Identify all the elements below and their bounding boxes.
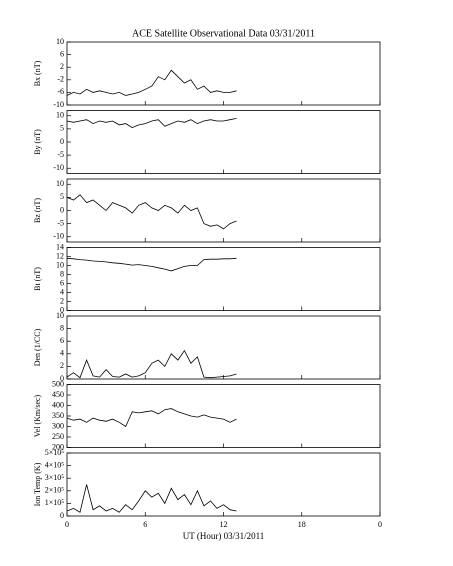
panel-frame	[66, 384, 381, 448]
x-axis-label: UT (Hour) 03/31/2011	[183, 531, 265, 541]
x-tick-label: 0	[65, 520, 69, 529]
y-tick-label: -2	[57, 75, 64, 84]
y-tick-label: 0	[60, 137, 64, 146]
panel-frame	[66, 41, 381, 106]
y-tick-label: -10	[53, 163, 64, 172]
data-line	[66, 257, 237, 272]
data-line	[66, 408, 237, 428]
x-tick-label: 18	[298, 520, 306, 529]
y-tick-label: 200	[52, 442, 64, 451]
x-tick-label: 6	[143, 520, 147, 529]
y-tick-label: 4	[60, 287, 64, 296]
y-tick-label: 10	[56, 111, 64, 120]
y-tick-label: 3×10⁵	[45, 473, 65, 482]
y-tick-label: 6	[60, 49, 64, 58]
y-tick-label: 5	[60, 192, 64, 201]
y-tick-label: 1×10⁵	[45, 498, 65, 507]
y-tick-label: 8	[60, 269, 64, 278]
y-axis-label: Ion Temp (K)	[33, 462, 42, 506]
data-line	[66, 194, 237, 230]
chart-title: ACE Satellite Observational Data 03/31/2…	[132, 28, 315, 39]
data-line	[66, 349, 237, 379]
panel-frame	[66, 178, 381, 243]
y-tick-label: 0	[60, 205, 64, 214]
x-tick-label: 12	[220, 520, 228, 529]
y-axis-label: Bx (nT)	[33, 60, 42, 86]
y-tick-label: 14	[56, 242, 64, 251]
y-tick-label: 4×10⁵	[45, 460, 65, 469]
y-tick-label: -5	[57, 218, 64, 227]
y-tick-label: -6	[57, 87, 64, 96]
y-tick-label: 4	[60, 349, 64, 358]
y-tick-label: 10	[56, 37, 64, 46]
y-tick-label: 0	[60, 374, 64, 383]
panel-frame	[66, 110, 381, 174]
y-tick-label: 10	[56, 260, 64, 269]
y-tick-label: 0	[60, 305, 64, 314]
y-tick-label: -5	[57, 150, 64, 159]
y-axis-label: Den (1/CC)	[33, 328, 42, 366]
y-tick-label: 10	[56, 311, 64, 320]
y-tick-label: 300	[52, 421, 64, 430]
data-line	[66, 69, 237, 96]
y-tick-label: 5	[60, 124, 64, 133]
y-tick-label: 2	[60, 62, 64, 71]
panel-frame	[66, 452, 381, 517]
y-tick-label: -10	[53, 100, 64, 109]
y-tick-label: 450	[52, 390, 64, 399]
y-axis-label: By (nT)	[33, 129, 42, 155]
y-axis-label: Bt (nT)	[33, 267, 42, 291]
y-tick-label: 250	[52, 432, 64, 441]
y-axis-label: Bz (nT)	[33, 198, 42, 223]
y-tick-label: 0	[60, 511, 64, 520]
data-line	[66, 118, 237, 129]
y-tick-label: 12	[56, 251, 64, 260]
y-tick-label: 2×10⁵	[45, 486, 65, 495]
y-tick-label: 6	[60, 336, 64, 345]
y-tick-label: 5×10⁵	[45, 448, 65, 457]
y-tick-label: 2	[60, 361, 64, 370]
panel-frame	[66, 247, 381, 311]
y-tick-label: 10	[56, 179, 64, 188]
data-line	[66, 484, 237, 513]
y-tick-label: 6	[60, 278, 64, 287]
y-tick-label: 8	[60, 323, 64, 332]
y-tick-label: -10	[53, 232, 64, 241]
panel-frame	[66, 315, 381, 380]
y-tick-label: 400	[52, 400, 64, 409]
y-tick-label: 350	[52, 411, 64, 420]
y-axis-label: Vel (Km/sec)	[33, 394, 42, 437]
y-tick-label: 500	[52, 379, 64, 388]
x-tick-label: 0	[378, 520, 382, 529]
y-tick-label: 2	[60, 296, 64, 305]
